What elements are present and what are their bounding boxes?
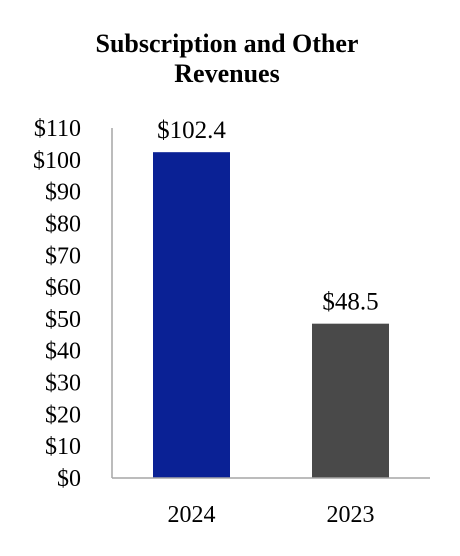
y-tick-label: $30 bbox=[45, 371, 81, 397]
y-tick-label: $80 bbox=[45, 211, 81, 237]
chart-title-line-1: Subscription and Other bbox=[96, 29, 359, 58]
x-category-label-2023: 2023 bbox=[327, 502, 375, 528]
y-tick-label: $60 bbox=[45, 275, 81, 301]
y-tick-label: $20 bbox=[45, 402, 81, 428]
bar-2023 bbox=[312, 323, 389, 478]
y-tick-label: $90 bbox=[45, 180, 81, 206]
bar-2024 bbox=[153, 152, 230, 478]
y-tick-label: $50 bbox=[45, 307, 81, 333]
data-label-2024: $102.4 bbox=[157, 117, 226, 144]
data-label-2023: $48.5 bbox=[322, 289, 378, 316]
x-category-label-2024: 2024 bbox=[168, 502, 216, 528]
y-tick-label: $0 bbox=[57, 466, 81, 492]
y-tick-label: $40 bbox=[45, 339, 81, 365]
chart-title-line-2: Revenues bbox=[174, 59, 279, 88]
y-tick-label: $100 bbox=[33, 148, 81, 174]
y-axis-ticks: $0 $10 $20 $30 $40 $50 $60 $70 $80 $90 $100 $110 bbox=[33, 116, 81, 492]
bars bbox=[153, 152, 389, 478]
data-labels: $102.4 $48.5 bbox=[157, 117, 379, 316]
x-axis-categories: 2024 2023 bbox=[168, 502, 375, 528]
y-tick-label: $10 bbox=[45, 434, 81, 460]
y-tick-label: $70 bbox=[45, 243, 81, 269]
y-tick-label: $110 bbox=[34, 116, 81, 142]
